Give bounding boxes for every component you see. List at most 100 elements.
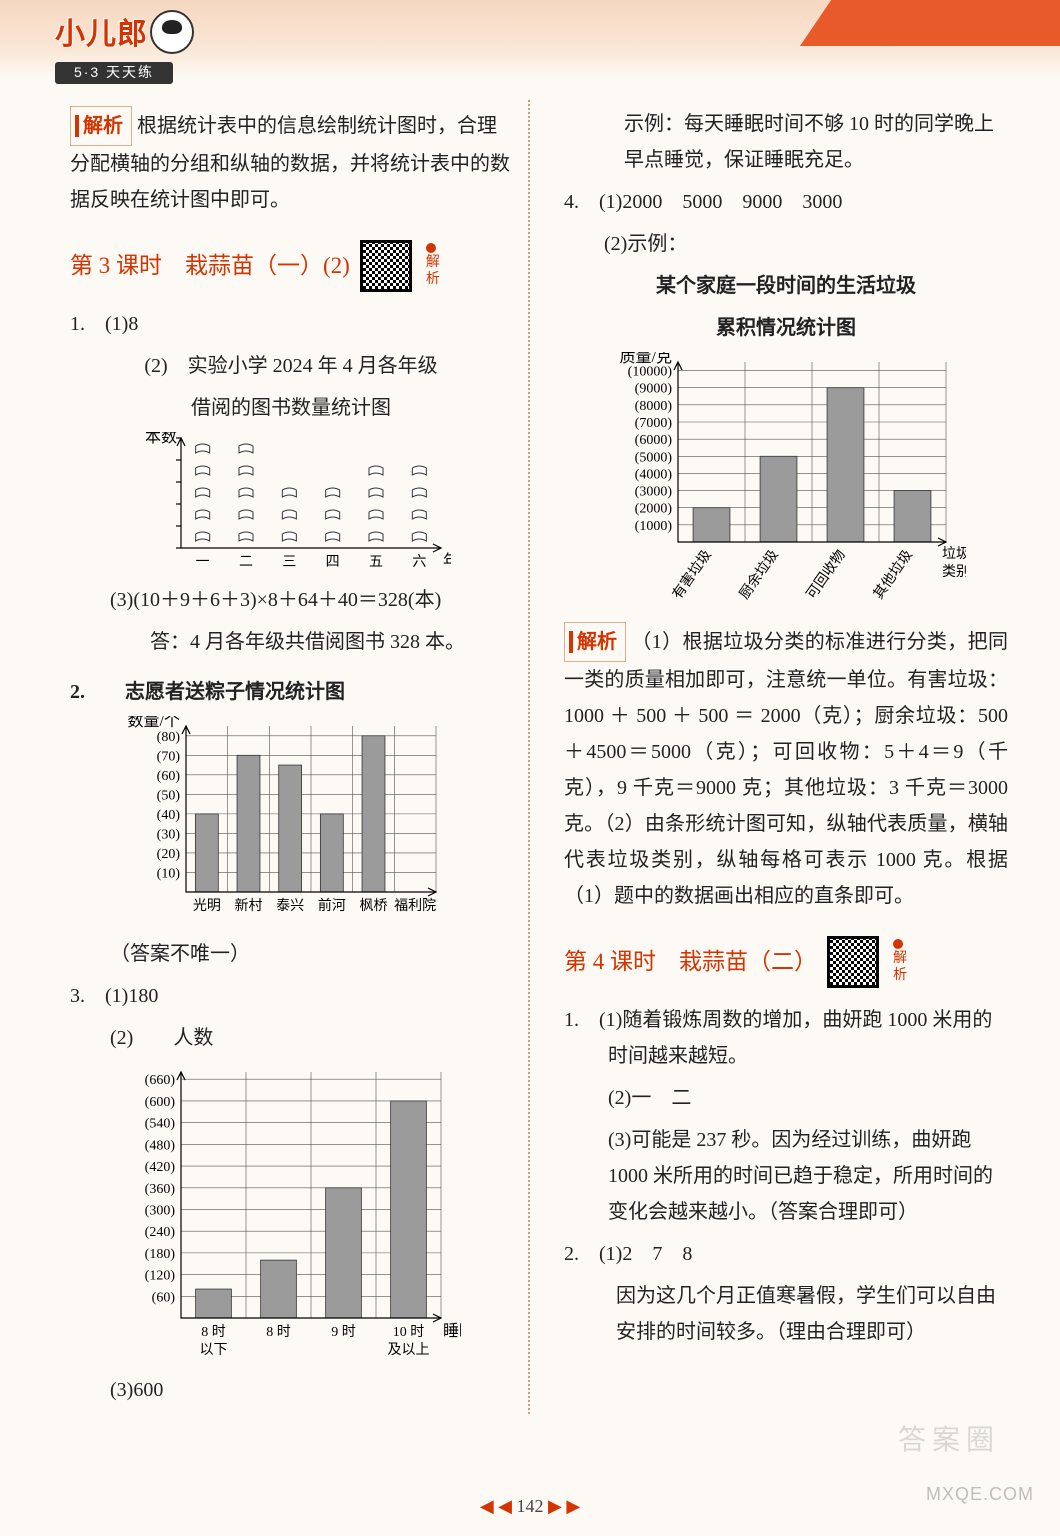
svg-text:(30): (30) [157,827,181,842]
page-body: 解析 根据统计表中的信息绘制统计图时，合理分配横轴的分组和纵轴的数据，并将统计表… [0,80,1060,1414]
svg-text:(4000): (4000) [635,467,673,482]
svg-text:9 时: 9 时 [331,1324,356,1340]
svg-text:有害垃圾: 有害垃圾 [670,547,715,602]
r-q1-1-text: 1. (1)随着锻炼周数的增加，曲妍跑 1000 米用的时间越来越短。 [564,1009,992,1067]
qr-side-1: 解 [426,255,440,272]
svg-text:(420): (420) [145,1160,176,1175]
chart4-title-2: 累积情况统计图 [564,310,1008,346]
analysis-block-1: 解析 根据统计表中的信息绘制统计图时，合理分配横轴的分组和纵轴的数据，并将统计表… [70,106,512,218]
svg-text:福利院: 福利院 [394,898,436,914]
svg-text:以下: 以下 [200,1343,228,1358]
section-3-title: 第 3 课时 栽蒜苗（一）(2) 解 析 [70,240,512,292]
q1-3: (3)(10＋9＋6＋3)×8＋64＋40＝328(本) [70,582,512,618]
svg-text:类别: 类别 [942,564,966,580]
q4-1: 4. (1)2000 5000 9000 3000 [564,184,1008,220]
footer-right-tri: ▶ ▶ [548,1496,580,1516]
q1-2-title-2: 借阅的图书数量统计图 [70,390,512,426]
svg-text:(10000): (10000) [628,365,673,380]
svg-text:五: 五 [369,555,383,570]
svg-text:一: 一 [196,555,210,570]
q2-title: 2. 志愿者送粽子情况统计图 [70,674,512,710]
svg-text:(7000): (7000) [635,416,673,431]
svg-text:垃圾: 垃圾 [942,546,966,562]
svg-text:枫桥: 枫桥 [360,898,388,914]
bar-chart-zongzi: (10)(20)(30)(40)(50)(60)(70)(80)光明新村泰兴前河… [70,716,512,926]
svg-text:前河: 前河 [318,897,346,914]
svg-text:10 时: 10 时 [393,1324,425,1340]
right-top-example: 示例：每天睡眠时间不够 10 时的同学晚上早点睡觉，保证睡眠充足。 [564,106,1008,178]
right-column: 示例：每天睡眠时间不够 10 时的同学晚上早点睡觉，保证睡眠充足。 4. (1)… [548,100,1008,1414]
svg-text:(20): (20) [157,847,181,862]
svg-text:(5000): (5000) [635,450,673,465]
svg-text:三: 三 [282,555,296,570]
r-q2-1: 2. (1)2 7 8 [564,1236,1008,1272]
svg-text:(50): (50) [157,788,181,803]
page-number: 142 [517,1496,544,1516]
svg-text:(600): (600) [145,1095,176,1110]
svg-text:泰兴: 泰兴 [276,898,304,914]
analysis-block-2: 解析 （1）根据垃圾分类的标准进行分类，把同一类的质量相加即可，注意统一单位。有… [564,622,1008,914]
r-q1-3-text: (3)可能是 237 秒。因为经过训练，曲妍跑 1000 米所用的时间已趋于稳定… [608,1129,993,1223]
q2-note: （答案不唯一） [70,936,512,972]
svg-text:(180): (180) [145,1247,176,1262]
svg-text:(1000): (1000) [635,519,673,534]
corner-ribbon [800,0,1060,46]
top-banner: 小儿郎 5·3 天天练 [0,0,1060,80]
svg-text:光明: 光明 [193,898,221,914]
r-q1-3: (3)可能是 237 秒。因为经过训练，曲妍跑 1000 米所用的时间已趋于稳定… [564,1122,1008,1230]
bar-chart-garbage: (1000)(2000)(3000)(4000)(5000)(6000)(700… [564,352,1008,612]
svg-text:厨余垃圾: 厨余垃圾 [736,547,782,603]
svg-text:(70): (70) [157,749,181,764]
qr-side-1b: 解 [893,951,907,968]
q3-3: (3)600 [70,1372,512,1408]
svg-text:数量/个: 数量/个 [128,716,180,730]
svg-text:及以上: 及以上 [388,1342,430,1358]
svg-text:(60): (60) [152,1290,176,1305]
q3-2-label: (2) 人数 [70,1020,512,1056]
svg-text:(9000): (9000) [635,382,673,397]
svg-text:其他垃圾: 其他垃圾 [871,547,916,602]
section-4-title: 第 4 课时 栽蒜苗（二） 解 析 [564,936,1008,988]
svg-text:六: 六 [412,554,426,570]
r-q1-2: (2)一 二 [564,1080,1008,1116]
svg-text:(240): (240) [145,1225,176,1240]
footer-left-tri: ◀ ◀ [480,1496,512,1516]
section-3-text: 第 3 课时 栽蒜苗（一）(2) [70,245,350,286]
mascot-icon [150,10,194,54]
watermark-cn: 答案圈 [898,1416,1000,1466]
svg-text:睡眠时间: 睡眠时间 [443,1322,461,1340]
svg-text:可回收物: 可回收物 [804,547,849,602]
analysis-label: 解析 [75,115,123,137]
svg-text:(10): (10) [157,866,181,881]
qr-code-icon [360,240,412,292]
svg-text:(80): (80) [157,730,181,745]
section-4-text: 第 4 课时 栽蒜苗（二） [564,941,817,982]
svg-text:8 时: 8 时 [266,1324,291,1340]
qr-dot-icon-2 [893,939,903,949]
svg-text:本数: 本数 [145,432,177,446]
q1-2-title-1: (2) 实验小学 2024 年 4 月各年级 [70,348,512,384]
svg-text:(660): (660) [145,1073,176,1088]
bar-chart-sleep: (60)(120)(180)(240)(300)(360)(420)(480)(… [70,1062,512,1362]
q4-2-lead: (2)示例： [564,226,1008,262]
q1-3-answer: 答：4 月各年级共借阅图书 328 本。 [70,624,512,660]
svg-text:(540): (540) [145,1117,176,1132]
q1-1: 1. (1)8 [70,306,512,342]
svg-text:(3000): (3000) [635,485,673,500]
svg-text:(8000): (8000) [635,399,673,414]
analysis-label-2: 解析 [569,631,617,653]
watermark-en: MXQE.COM [926,1478,1034,1510]
brand-subtitle: 5·3 天天练 [55,62,173,84]
svg-text:(360): (360) [145,1182,176,1197]
qr-side-2: 析 [426,272,440,289]
chart4-title-1: 某个家庭一段时间的生活垃圾 [564,268,1008,304]
svg-text:年级: 年级 [443,552,451,570]
svg-text:(2000): (2000) [635,502,673,517]
analysis-text-1: 根据统计表中的信息绘制统计图时，合理分配横轴的分组和纵轴的数据，并将统计表中的数… [70,115,510,211]
qr-side-label-2: 解 析 [893,939,907,985]
svg-text:(40): (40) [157,808,181,823]
svg-text:质量/克: 质量/克 [620,352,672,366]
qr-side-2b: 析 [893,968,907,985]
svg-text:(480): (480) [145,1138,176,1153]
qr-side-label: 解 析 [426,243,440,289]
